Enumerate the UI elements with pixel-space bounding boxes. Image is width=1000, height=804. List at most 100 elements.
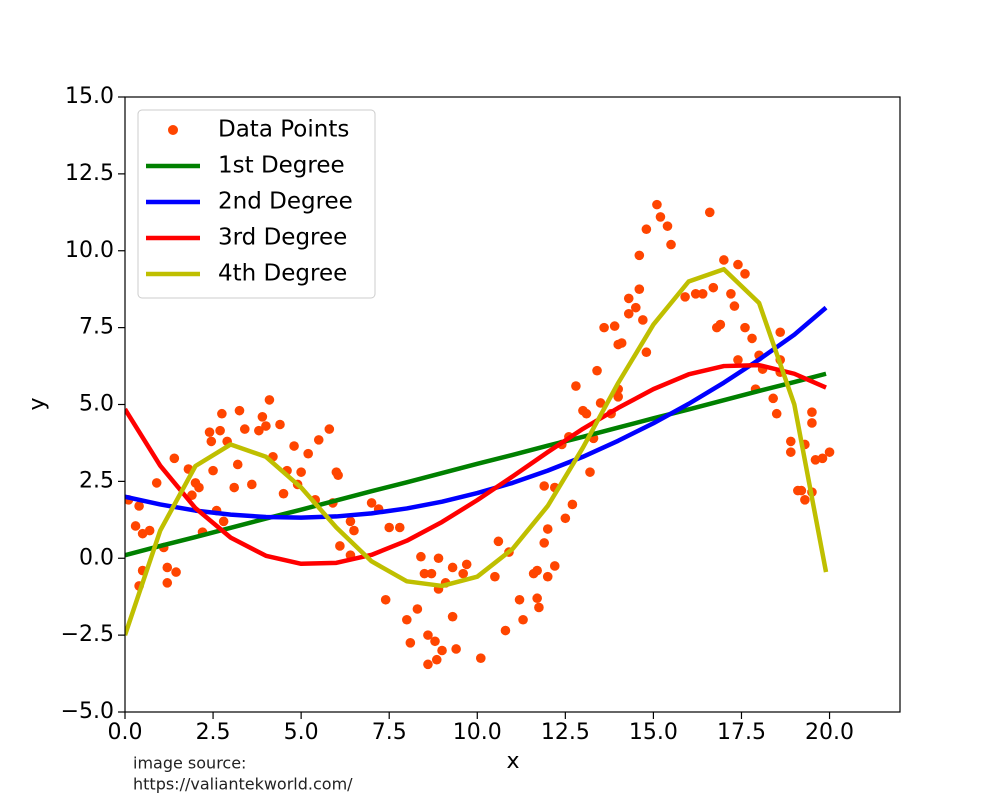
data-point	[394, 522, 405, 533]
y-tick-label: 15.0	[65, 84, 114, 109]
y-tick-label: 0.0	[79, 545, 114, 570]
data-point	[437, 645, 447, 656]
data-point	[426, 568, 437, 579]
data-point	[542, 571, 553, 582]
y-tick-label: 7.5	[79, 315, 114, 340]
data-point	[549, 561, 560, 571]
x-tick-label: 2.5	[196, 720, 231, 745]
legend: Data Points 1st Degree 2nd Degree 3rd Degre…	[137, 109, 376, 299]
data-point	[303, 448, 313, 459]
data-point	[206, 436, 217, 447]
data-point	[768, 393, 778, 404]
data-point	[539, 538, 550, 548]
data-point	[534, 602, 544, 613]
data-point	[345, 516, 356, 527]
x-tick-label: 0.0	[108, 720, 143, 745]
data-point	[261, 421, 271, 431]
data-point	[171, 567, 181, 577]
data-point	[380, 594, 391, 605]
data-point	[616, 338, 627, 348]
data-point	[599, 322, 609, 333]
data-point	[634, 250, 645, 261]
data-point	[518, 614, 528, 625]
data-point	[218, 516, 229, 527]
data-point	[416, 551, 426, 562]
data-point	[458, 568, 468, 579]
y-tick-label: −5.0	[61, 699, 114, 724]
data-point	[433, 553, 444, 564]
data-point	[349, 525, 359, 536]
y-tick-label: −2.5	[61, 622, 114, 647]
fit-line	[125, 305, 828, 520]
data-point	[662, 221, 673, 231]
data-point	[204, 427, 215, 437]
data-point	[609, 321, 620, 331]
data-point	[257, 412, 268, 422]
x-tick-label: 7.5	[372, 720, 407, 745]
data-point	[275, 419, 285, 430]
data-point	[431, 654, 442, 665]
data-point	[162, 562, 173, 573]
data-point	[666, 239, 676, 250]
source-label: image source:	[133, 754, 246, 773]
data-point	[733, 355, 743, 365]
data-point	[475, 653, 486, 663]
data-point	[151, 478, 162, 488]
data-point	[419, 568, 430, 579]
plot-area	[125, 199, 835, 670]
y-tick-label: 5.0	[79, 392, 114, 417]
data-point	[785, 447, 796, 457]
legend-marker	[168, 125, 178, 135]
data-point	[641, 347, 652, 358]
data-point	[335, 541, 345, 551]
legend-label: 1st Degree	[218, 153, 345, 179]
data-point	[690, 289, 701, 299]
x-tick-label: 12.5	[541, 720, 590, 745]
data-point	[680, 292, 690, 302]
x-tick-label: 10.0	[453, 720, 502, 745]
data-point	[405, 638, 416, 648]
data-point	[430, 636, 440, 647]
data-point	[581, 408, 592, 419]
data-point	[807, 418, 817, 428]
data-point	[560, 513, 571, 524]
legend-label: 3rd Degree	[218, 225, 347, 251]
data-point	[704, 207, 715, 218]
data-point	[771, 408, 782, 419]
data-point	[461, 559, 472, 570]
x-tick-label: 17.5	[717, 720, 766, 745]
data-point	[623, 308, 634, 319]
data-point	[490, 571, 500, 582]
data-point	[162, 578, 173, 588]
plot-frame	[124, 96, 901, 713]
data-point	[229, 482, 240, 493]
data-point	[824, 447, 835, 457]
legend-label: Data Points	[218, 117, 349, 143]
data-point	[729, 301, 740, 311]
data-point	[592, 365, 602, 376]
data-point	[719, 255, 729, 265]
x-tick-label: 15.0	[629, 720, 678, 745]
data-point	[726, 289, 736, 299]
data-point	[641, 224, 652, 235]
data-point	[254, 425, 264, 436]
data-point	[740, 269, 750, 279]
legend-label: 4th Degree	[218, 261, 347, 287]
data-point	[447, 562, 458, 573]
x-tick-label: 5.0	[284, 720, 319, 745]
data-point	[595, 398, 606, 408]
data-point	[817, 453, 828, 464]
data-point	[423, 630, 433, 640]
data-point	[234, 405, 245, 416]
data-point	[447, 611, 458, 622]
data-point	[500, 625, 511, 636]
data-point	[239, 424, 250, 434]
data-point	[800, 495, 810, 505]
data-point	[567, 499, 578, 510]
data-point	[169, 453, 180, 464]
x-axis-label: x	[506, 749, 519, 774]
data-point	[208, 465, 218, 476]
data-point	[539, 481, 550, 491]
